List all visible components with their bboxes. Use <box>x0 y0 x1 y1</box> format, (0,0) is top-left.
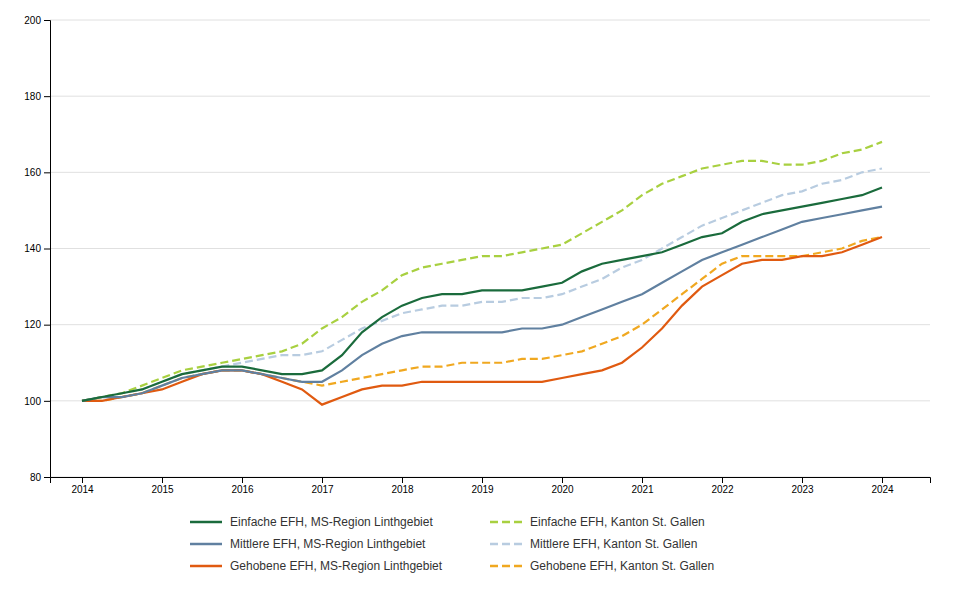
legend-label: Einfache EFH, MS-Region Linthgebiet <box>230 515 433 529</box>
legend-swatch <box>190 521 222 524</box>
y-tick: 120 <box>24 319 50 330</box>
grid-line <box>50 20 930 21</box>
x-tick-label: 2024 <box>871 484 894 495</box>
legend-label: Mittlere EFH, Kanton St. Gallen <box>530 537 697 551</box>
x-tick: 2024 <box>871 477 894 495</box>
legend-item: Einfache EFH, Kanton St. Gallen <box>490 515 705 529</box>
legend-label: Gehobene EFH, MS-Region Linthgebiet <box>230 559 443 573</box>
y-tick-label: 100 <box>24 396 41 407</box>
series-line <box>82 142 882 401</box>
x-tick-label: 2020 <box>551 484 574 495</box>
grid-line <box>50 400 930 401</box>
x-tick-label: 2019 <box>471 484 494 495</box>
x-tick-mark <box>402 477 403 483</box>
x-tick: 2018 <box>391 477 414 495</box>
y-tick: 180 <box>24 91 50 102</box>
legend-swatch <box>490 565 522 568</box>
x-tick-mark <box>882 477 883 483</box>
x-tick-mark <box>722 477 723 483</box>
y-tick: 100 <box>24 396 50 407</box>
y-tick: 80 <box>30 472 50 483</box>
y-tick-label: 120 <box>24 319 41 330</box>
grid <box>50 20 930 477</box>
grid-line <box>50 96 930 97</box>
x-axis-line <box>51 478 931 484</box>
y-tick-label: 180 <box>24 91 41 102</box>
y-axis: 80 100 120 140 160 180 200 <box>24 15 50 483</box>
x-tick-label: 2021 <box>631 484 654 495</box>
legend-item: Gehobene EFH, MS-Region Linthgebiet <box>190 559 443 573</box>
y-tick-mark <box>44 325 50 326</box>
x-tick-label: 2017 <box>311 484 334 495</box>
y-tick-mark <box>44 477 50 478</box>
x-tick-label: 2018 <box>391 484 414 495</box>
y-tick-label: 200 <box>24 15 41 26</box>
chart: 2014 2015 2016 2017 2018 2019 2020 2021 2022 2023… <box>0 0 960 603</box>
x-tick-mark <box>562 477 563 483</box>
legend-swatch <box>190 543 222 546</box>
grid-line <box>50 248 930 249</box>
y-tick-mark <box>44 401 50 402</box>
grid-line <box>50 172 930 173</box>
legend-swatch <box>490 521 522 524</box>
x-tick-mark <box>322 477 323 483</box>
x-tick-label: 2015 <box>151 484 174 495</box>
legend-item: Gehobene EFH, Kanton St. Gallen <box>490 559 714 573</box>
x-tick: 2020 <box>551 477 574 495</box>
x-tick-label: 2023 <box>791 484 814 495</box>
y-tick: 200 <box>24 15 50 26</box>
x-axis: 2014 2015 2016 2017 2018 2019 2020 2021 2022 2023… <box>51 477 931 495</box>
legend-swatch <box>190 565 222 568</box>
lines <box>82 142 882 405</box>
legend-swatch <box>490 543 522 546</box>
x-tick: 2014 <box>71 477 94 495</box>
x-tick-label: 2022 <box>711 484 734 495</box>
x-tick-mark <box>642 477 643 483</box>
x-tick-mark <box>242 477 243 483</box>
plot: 2014 2015 2016 2017 2018 2019 2020 2021 2022 2023… <box>24 15 930 495</box>
series-line <box>82 188 882 401</box>
x-tick: 2022 <box>711 477 734 495</box>
legend-label: Mittlere EFH, MS-Region Linthgebiet <box>230 537 426 551</box>
y-tick: 140 <box>24 243 50 254</box>
x-tick: 2021 <box>631 477 654 495</box>
x-tick: 2016 <box>231 477 254 495</box>
y-axis-line <box>44 21 51 478</box>
y-tick-mark <box>44 96 50 97</box>
x-tick-mark <box>802 477 803 483</box>
x-tick: 2019 <box>471 477 494 495</box>
x-tick: 2017 <box>311 477 334 495</box>
legend-label: Gehobene EFH, Kanton St. Gallen <box>530 559 714 573</box>
y-tick-mark <box>44 172 50 173</box>
y-tick-label: 140 <box>24 243 41 254</box>
x-tick-label: 2014 <box>71 484 94 495</box>
legend-item: Mittlere EFH, MS-Region Linthgebiet <box>190 537 426 551</box>
legend-item: Mittlere EFH, Kanton St. Gallen <box>490 537 697 551</box>
x-tick-mark <box>82 477 83 483</box>
y-tick-mark <box>44 20 50 21</box>
y-tick-label: 80 <box>30 472 42 483</box>
x-tick: 2015 <box>151 477 174 495</box>
y-tick: 160 <box>24 167 50 178</box>
legend: Einfache EFH, MS-Region Linthgebiet Einfa… <box>190 515 714 573</box>
x-tick-label: 2016 <box>231 484 254 495</box>
series-line <box>82 237 882 405</box>
series-line <box>82 237 882 401</box>
y-tick-mark <box>44 249 50 250</box>
legend-label: Einfache EFH, Kanton St. Gallen <box>530 515 705 529</box>
grid-line <box>50 324 930 325</box>
x-tick-mark <box>162 477 163 483</box>
y-tick-label: 160 <box>24 167 41 178</box>
x-tick-mark <box>482 477 483 483</box>
series-line <box>82 207 882 401</box>
legend-item: Einfache EFH, MS-Region Linthgebiet <box>190 515 433 529</box>
x-tick: 2023 <box>791 477 814 495</box>
